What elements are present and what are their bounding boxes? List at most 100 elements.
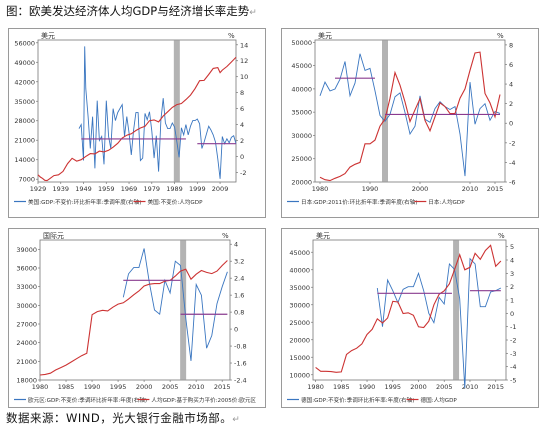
x-tick-label: 2005: [436, 383, 453, 391]
legend-label: 德国:人均GDP: [421, 396, 458, 404]
left-tick-label: 42000: [14, 78, 35, 86]
left-tick-label: 35000: [14, 98, 35, 106]
right-tick-label: 3.2: [234, 258, 244, 266]
shaded-band: [382, 40, 388, 182]
right-tick-label: -4: [509, 159, 515, 167]
plot-frame: [314, 39, 506, 183]
left-tick-label: 30000: [16, 302, 37, 310]
right-tick-label: 0: [234, 326, 238, 334]
left-tick-label: 24000: [16, 339, 37, 347]
series-line-gdp-growth: [78, 46, 237, 179]
left-tick-label: 20000: [291, 179, 312, 187]
x-tick-label: 1985: [58, 383, 75, 391]
legend-label: 人均GDP:基于购买力平价:2005价:欧元区: [151, 396, 256, 404]
right-tick-label: 2: [509, 100, 513, 108]
legend-label: 美国:不变价:人均GDP: [148, 198, 204, 206]
right-tick-label: 1: [510, 297, 514, 305]
x-tick-label: 1980: [32, 383, 49, 391]
right-tick-label: -2.4: [234, 377, 247, 385]
left-tick-label: 40000: [291, 85, 312, 93]
right-tick-label: 8: [240, 89, 244, 97]
right-tick-label: 6: [509, 61, 513, 69]
series-line-gdp-growth: [319, 53, 501, 177]
chart-jp-svg: 美元 %20000250003000035000400004500050000-6…: [281, 28, 539, 218]
figure-title-text: 图：欧美发达经济体人均GDP与经济增长率走势: [6, 4, 250, 18]
right-tick-label: 0: [240, 153, 244, 161]
left-tick-label: 10000: [289, 371, 310, 379]
legend-label: 美国:GDP:不变价:环比折年率:季调年度(右轴): [28, 198, 141, 206]
left-tick-label: 21000: [16, 358, 37, 366]
series-line-gdp-per-capita: [319, 51, 501, 182]
x-tick-label: 1990: [84, 383, 101, 391]
right-tick-label: 6: [240, 105, 244, 113]
left-tick-label: 50000: [291, 39, 312, 47]
right-tick-label: 12: [240, 57, 248, 65]
panel-border: [281, 28, 539, 218]
left-tick-label: 18000: [16, 377, 37, 385]
x-tick-label: 1985: [333, 383, 350, 391]
left-tick-label: 14000: [14, 156, 35, 164]
x-tick-label: 2000: [410, 383, 427, 391]
right-tick-label: -2: [510, 337, 516, 345]
right-tick-label: 4: [240, 121, 244, 129]
right-tick-label: 3: [510, 270, 514, 278]
shaded-band: [173, 40, 180, 182]
right-tick-label: 0: [510, 310, 514, 318]
left-tick-label: 20000: [289, 336, 310, 344]
left-tick-label: 7000: [18, 176, 35, 184]
left-tick-label: 33000: [16, 283, 37, 291]
right-axis-unit: %: [222, 232, 229, 240]
chart-panel-us: 美元% 7000 14000 21000 28000 35000 42000 49000 560…: [8, 28, 266, 218]
x-tick-label: 1959: [98, 185, 115, 193]
series-line-gdp-per-capita: [39, 260, 228, 376]
x-tick-label: 1995: [384, 383, 401, 391]
legend-label: 欧元区:GDP:不变价:季调环比折年率:年度(右轴): [28, 396, 147, 404]
series-line-gdp-growth: [376, 257, 502, 389]
right-tick-label: -2: [240, 169, 246, 177]
x-tick-label: 1989: [166, 185, 183, 193]
right-axis-unit: %: [498, 232, 505, 240]
x-tick-label: 2000: [136, 383, 153, 391]
right-tick-label: 2: [510, 283, 514, 291]
right-tick-label: 0: [509, 120, 513, 128]
panel-border: [8, 228, 266, 408]
plot-frame: [37, 39, 237, 183]
chart-panel-jp: 美元% 20000 25000 30000 35000 40000 45000 50000 -6…: [281, 28, 539, 218]
panel-border: [8, 28, 266, 218]
right-tick-label: 8: [509, 41, 513, 49]
left-tick-label: 30000: [289, 301, 310, 309]
left-axis-unit: 美元: [316, 231, 330, 240]
series-line-gdp-growth: [122, 248, 228, 361]
panel-border: [281, 228, 539, 408]
right-tick-label: -4: [510, 363, 516, 371]
left-tick-label: 35000: [291, 109, 312, 117]
left-tick-label: 27000: [16, 321, 37, 329]
left-tick-label: 45000: [291, 62, 312, 70]
right-tick-label: 1.6: [234, 292, 244, 300]
left-tick-label: 49000: [14, 59, 35, 67]
right-tick-label: 4: [509, 81, 513, 89]
left-tick-label: 35000: [289, 284, 310, 292]
left-tick-label: 21000: [14, 137, 35, 145]
x-tick-label: 1990: [362, 185, 379, 193]
right-tick-label: -0.8: [234, 343, 247, 351]
right-tick-label: 5: [510, 243, 514, 251]
left-tick-label: 45000: [289, 249, 310, 257]
left-axis-unit: 美元: [41, 31, 55, 40]
shaded-band: [453, 240, 460, 380]
legend-label: 日本:GDP:2011价:环比折年率:季调年度(右轴): [301, 198, 417, 206]
right-axis-unit: %: [228, 32, 235, 40]
source-text: 数据来源：WIND，光大银行金融市场部。: [6, 411, 233, 425]
chart-de-svg: 美元 %1000015000200002500030000350004000045…: [281, 228, 539, 408]
x-tick-label: 1995: [110, 383, 127, 391]
x-tick-label: 2010: [462, 383, 479, 391]
right-tick-label: -1.6: [234, 360, 247, 368]
plot-frame: [312, 239, 507, 381]
right-axis-unit: %: [497, 32, 504, 40]
return-mark: ↵: [249, 8, 257, 18]
plot-frame: [39, 239, 231, 381]
left-tick-label: 39000: [16, 246, 37, 254]
left-tick-label: 15000: [289, 354, 310, 362]
chart-panel-ea: 国际元% 18000 21000 24000 27000 30000 33000 36000 3…: [8, 228, 266, 408]
left-tick-label: 25000: [291, 155, 312, 163]
